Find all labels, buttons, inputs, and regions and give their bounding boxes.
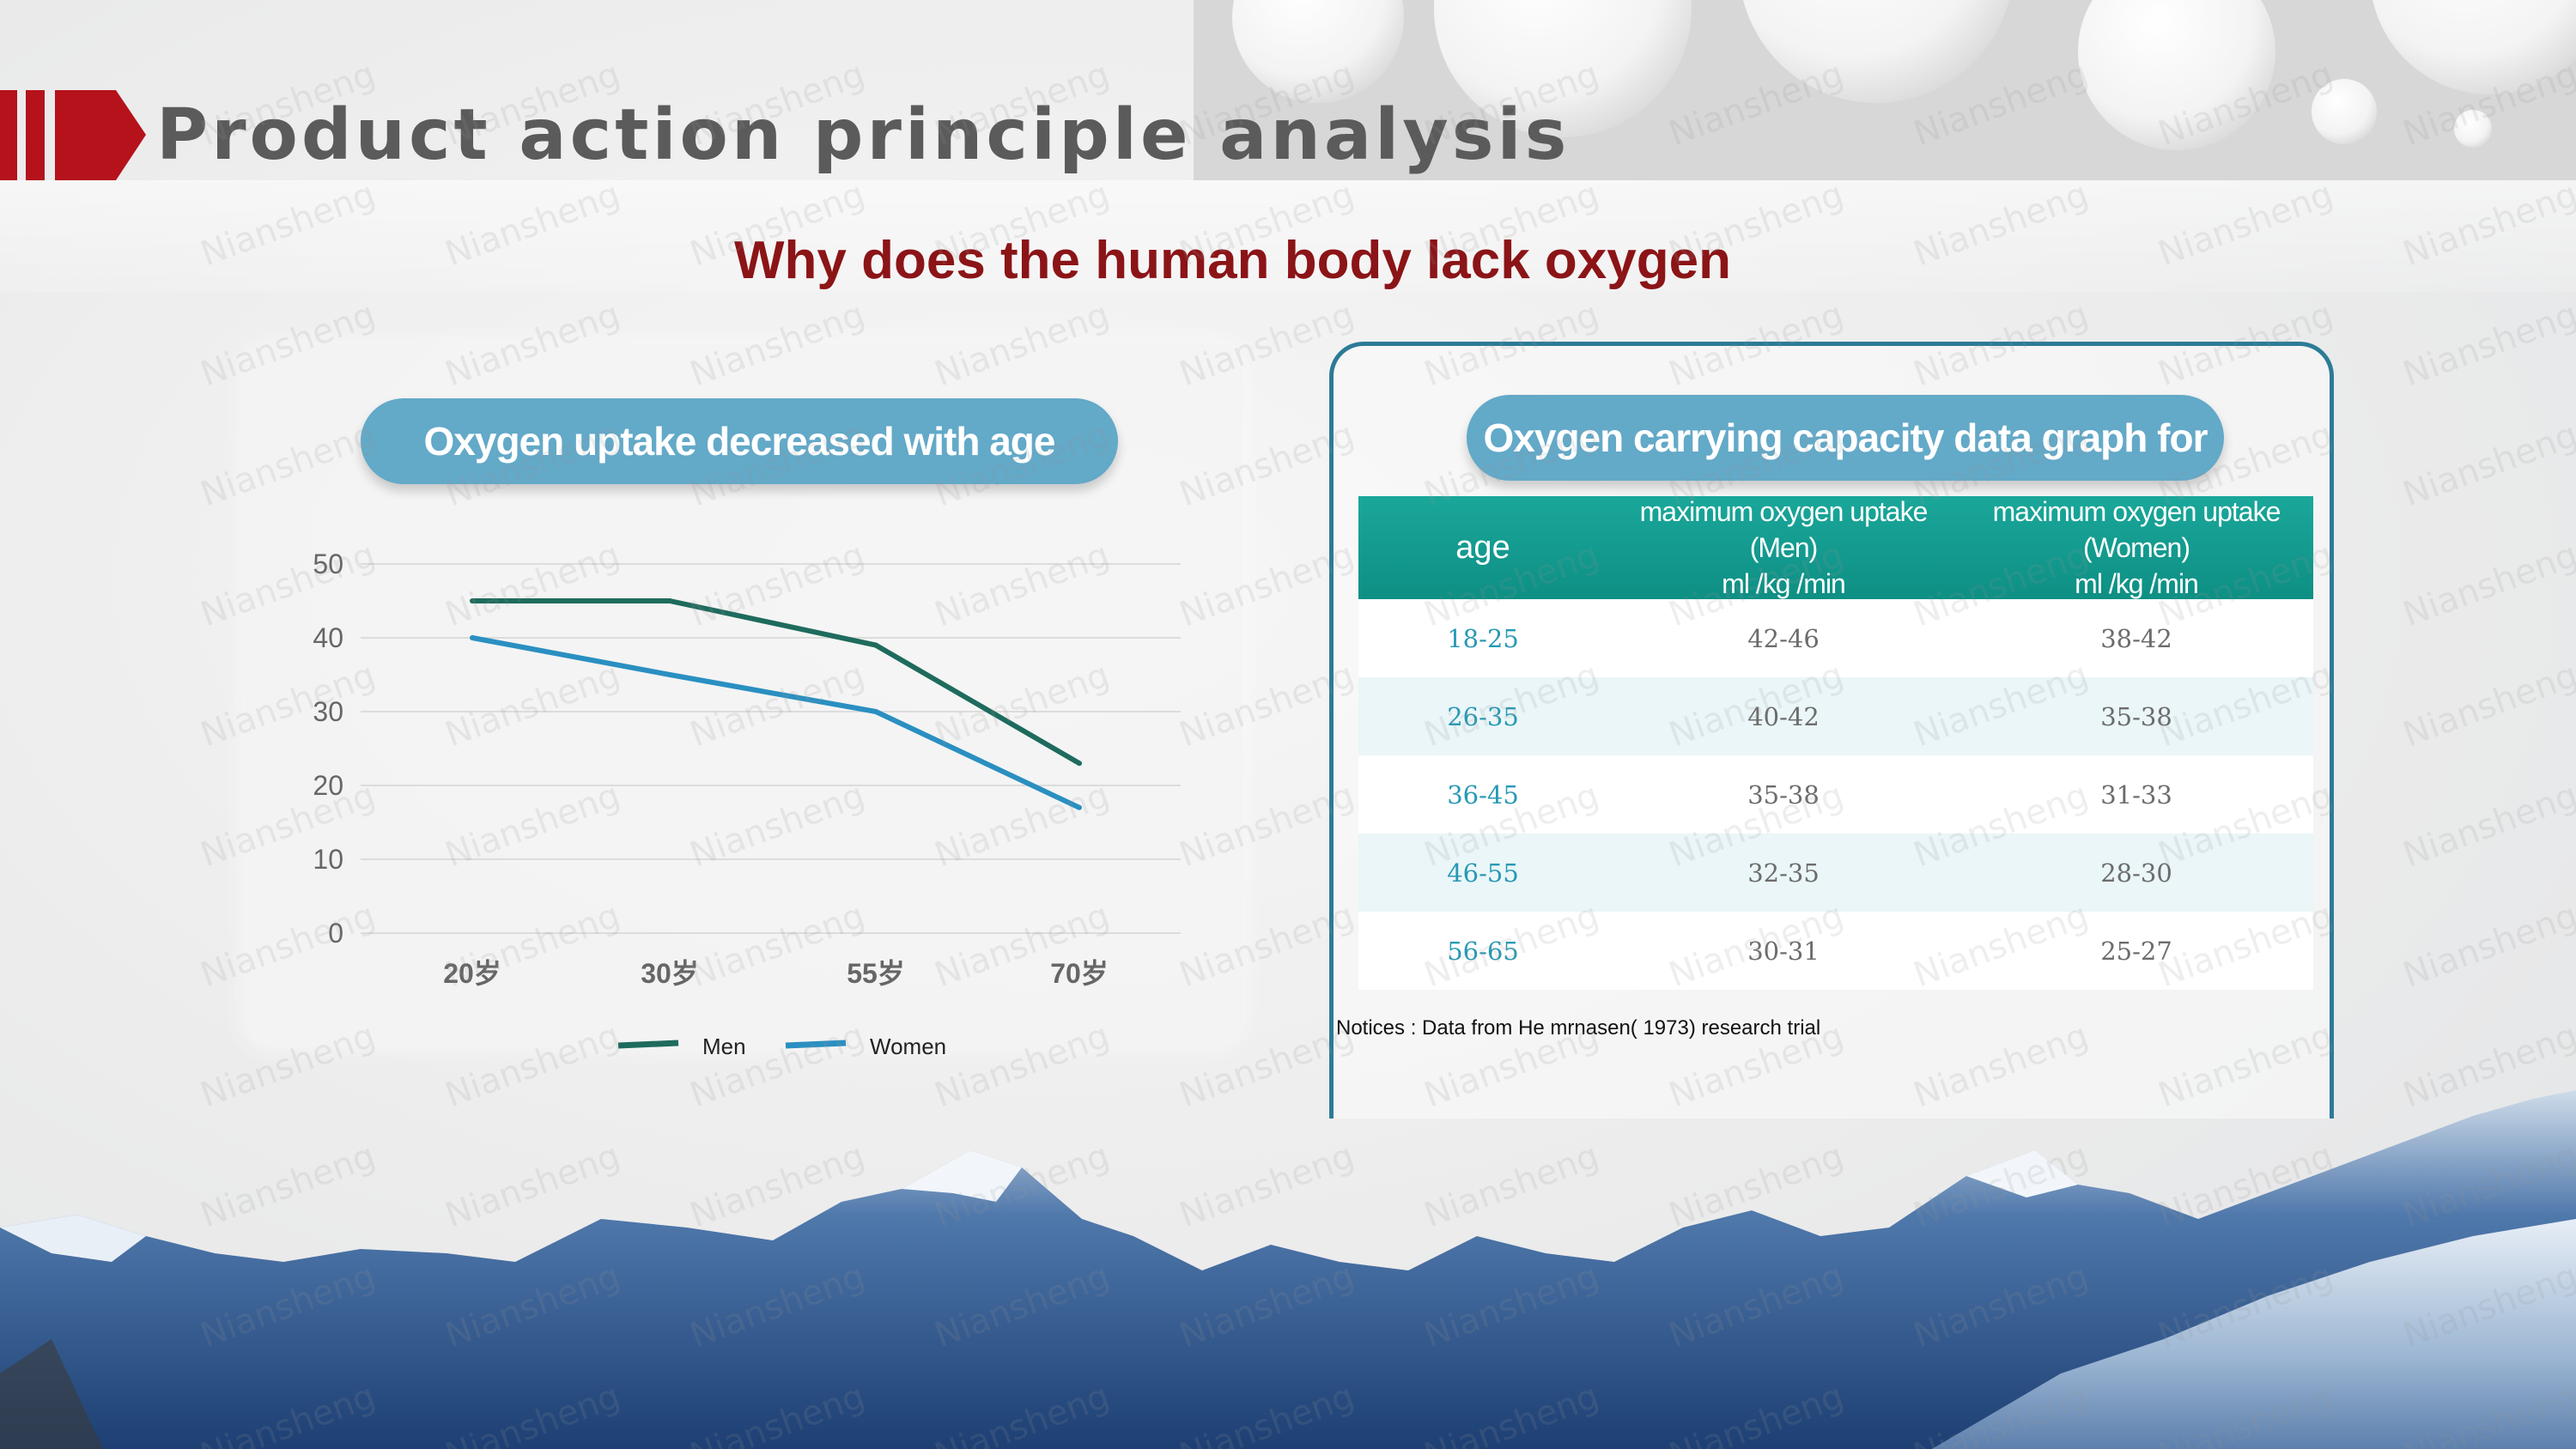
x-tick-label: 70岁 xyxy=(1050,958,1109,989)
legend-label-men: Men xyxy=(702,1034,746,1059)
table-row: 18-25 42-46 38-42 xyxy=(1358,599,2313,677)
title-marker-icon xyxy=(0,90,146,180)
header-men-line1: maximum oxygen uptake (Men) xyxy=(1639,496,1929,563)
y-tick-label: 30 xyxy=(313,696,343,727)
cell-age: 26-35 xyxy=(1447,701,1519,731)
data-source-notice: Notices : Data from He mrnasen( 1973) re… xyxy=(1336,1016,1821,1040)
legend-swatch-women xyxy=(785,1040,847,1049)
table-row: 46-55 32-35 28-30 xyxy=(1358,834,2313,912)
legend-swatch-men xyxy=(617,1040,679,1049)
table-row: 26-35 40-42 35-38 xyxy=(1358,677,2313,755)
cell-age: 56-65 xyxy=(1447,936,1519,966)
oxygen-capacity-table: age maximum oxygen uptake (Men) ml /kg /… xyxy=(1358,496,2313,990)
table-row: 56-65 30-31 25-27 xyxy=(1358,912,2313,990)
data-point-women xyxy=(1077,804,1082,810)
header-women-line1: maximum oxygen uptake (Women) xyxy=(1992,496,2281,563)
cell-men: 30-31 xyxy=(1747,936,1820,966)
cell-women: 25-27 xyxy=(2100,936,2172,966)
header-age: age xyxy=(1455,529,1510,566)
cell-age: 36-45 xyxy=(1447,779,1519,809)
slide-title: Product action principle analysis xyxy=(156,94,1571,176)
data-point-men xyxy=(470,598,475,603)
slide-subtitle: Why does the human body lack oxygen xyxy=(734,231,1731,290)
header-men-line2: ml /kg /min xyxy=(1722,568,1846,599)
data-point-men xyxy=(667,598,672,603)
y-tick-label: 50 xyxy=(313,549,343,579)
header-men: maximum oxygen uptake (Men) ml /kg /min xyxy=(1607,496,1959,599)
data-point-men xyxy=(873,642,878,648)
header-women: maximum oxygen uptake (Women) ml /kg /mi… xyxy=(1959,496,2313,599)
cell-women: 35-38 xyxy=(2100,701,2172,731)
x-tick-label: 30岁 xyxy=(641,958,699,989)
x-tick-label: 20岁 xyxy=(443,958,501,989)
cell-men: 32-35 xyxy=(1747,858,1820,888)
cell-men: 35-38 xyxy=(1747,779,1820,809)
y-tick-label: 10 xyxy=(313,844,343,875)
cell-age: 46-55 xyxy=(1447,858,1519,888)
data-point-men xyxy=(1077,761,1082,767)
y-tick-label: 40 xyxy=(313,622,343,653)
data-point-women xyxy=(470,635,475,640)
header-women-line2: ml /kg /min xyxy=(2075,568,2199,599)
x-tick-label: 55岁 xyxy=(847,958,905,989)
series-line-men xyxy=(472,598,1081,766)
cell-women: 28-30 xyxy=(2100,858,2172,888)
data-point-women xyxy=(873,709,878,714)
cell-men: 40-42 xyxy=(1747,701,1820,731)
legend-label-women: Women xyxy=(870,1034,946,1059)
cell-age: 18-25 xyxy=(1447,623,1519,653)
cell-women: 31-33 xyxy=(2100,779,2172,809)
table-header: age maximum oxygen uptake (Men) ml /kg /… xyxy=(1358,496,2313,599)
chart-title-pill: Oxygen uptake decreased with age xyxy=(361,398,1118,484)
y-tick-label: 20 xyxy=(313,770,343,801)
data-point-women xyxy=(667,672,672,677)
cell-women: 38-42 xyxy=(2100,623,2172,653)
table-row: 36-45 35-38 31-33 xyxy=(1358,755,2313,834)
y-tick-label: 0 xyxy=(328,918,343,949)
table-title-pill: Oxygen carrying capacity data graph for … xyxy=(1467,395,2224,546)
header-band xyxy=(0,180,2576,292)
series-line-women xyxy=(471,635,1081,810)
cell-men: 42-46 xyxy=(1747,623,1820,653)
